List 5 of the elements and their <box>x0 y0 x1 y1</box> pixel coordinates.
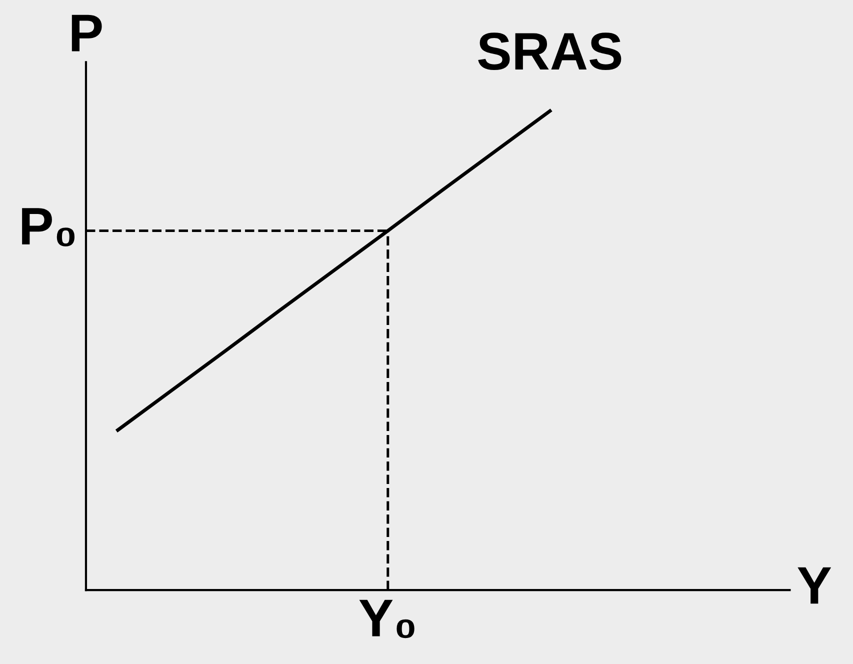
x-axis-title: Y <box>798 567 832 604</box>
series-label: SRAS <box>478 32 622 70</box>
y-axis-title: P <box>72 14 102 52</box>
text: Y₀ <box>359 600 414 638</box>
ref-line-label: P₀ <box>22 208 74 246</box>
